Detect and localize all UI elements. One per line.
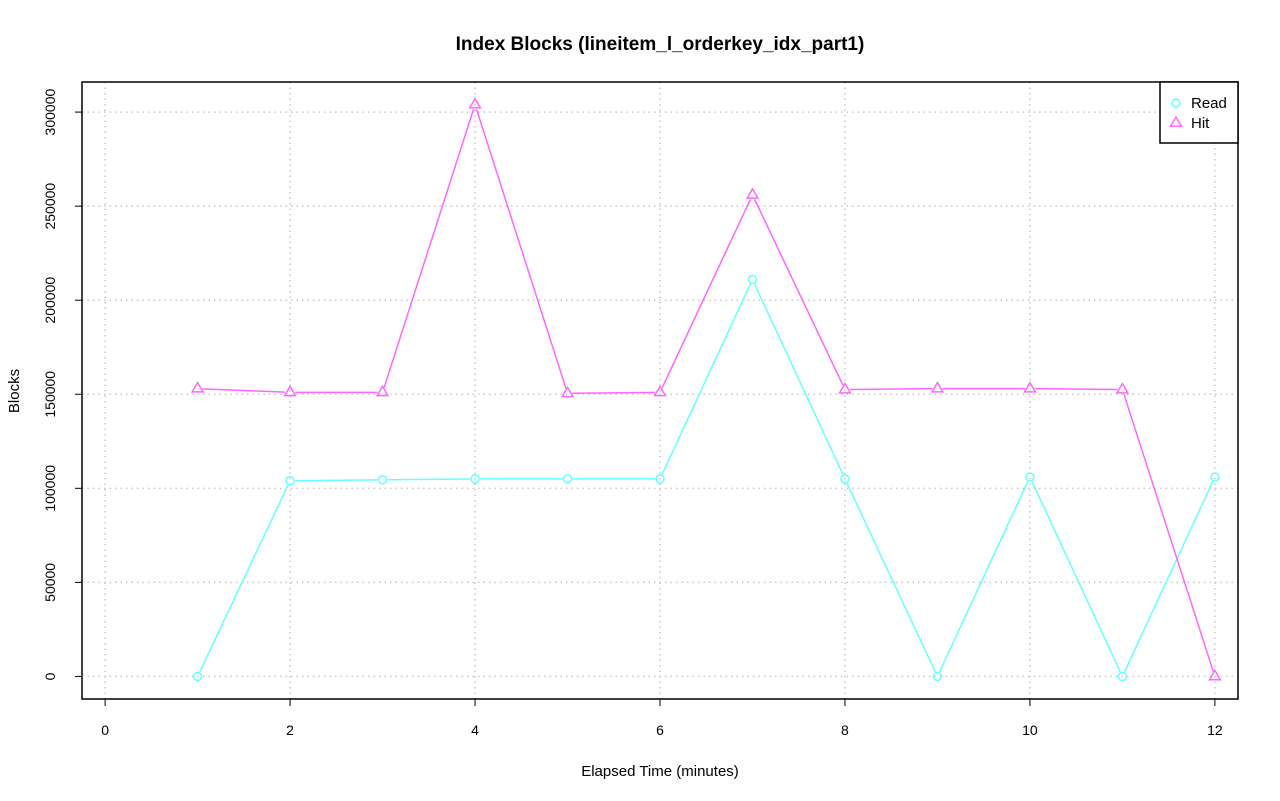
x-axis-label: Elapsed Time (minutes) <box>581 763 739 780</box>
x-tick-label: 8 <box>841 722 849 738</box>
data-point <box>470 474 480 484</box>
data-point <box>745 187 760 199</box>
series-line-segment <box>753 199 844 386</box>
chart-title: Index Blocks (lineitem_l_orderkey_idx_pa… <box>456 34 865 55</box>
series-line-segment <box>475 109 567 389</box>
data-point <box>930 381 945 393</box>
y-axis-label: Blocks <box>6 369 23 413</box>
data-point <box>655 474 665 484</box>
y-tick-label: 100000 <box>42 465 58 512</box>
y-tick-label: 150000 <box>42 371 58 418</box>
data-point <box>653 384 667 397</box>
y-tick-label: 300000 <box>42 89 58 136</box>
series-hit <box>190 97 1222 681</box>
series-layer <box>190 97 1222 682</box>
series-read <box>192 274 1220 682</box>
y-tick-label: 50000 <box>42 563 58 602</box>
data-point <box>747 274 758 285</box>
data-point <box>1115 382 1130 394</box>
series-line-segment <box>1123 481 1214 673</box>
legend: Read Hit <box>1159 81 1239 144</box>
legend-label-read: Read <box>1191 95 1227 112</box>
y-tick-label: 200000 <box>42 277 58 324</box>
series-line-segment <box>383 109 475 388</box>
legend-marker-hit <box>1169 115 1183 128</box>
series-line-segment <box>661 199 752 389</box>
axis-ticks: 0 2 4 6 8 10 12 0 50000 100000 150000 200000 250000 3… <box>42 89 1223 738</box>
series-line-segment <box>572 391 656 395</box>
data-point <box>190 381 205 393</box>
data-point <box>1025 472 1035 482</box>
data-point <box>932 671 943 682</box>
series-line-segment <box>1034 387 1118 391</box>
data-point <box>468 97 482 109</box>
series-line-segment <box>661 283 752 475</box>
data-point <box>840 474 850 484</box>
data-point <box>1208 668 1222 681</box>
data-point <box>1210 472 1220 482</box>
data-point <box>285 476 295 486</box>
series-line-segment <box>295 479 378 482</box>
data-point <box>283 384 297 397</box>
data-point <box>377 475 388 485</box>
series-line-segment <box>202 388 286 393</box>
data-point <box>192 671 203 682</box>
data-point <box>1023 381 1037 393</box>
series-line-segment <box>753 283 844 475</box>
series-line-segment <box>387 478 471 481</box>
series-line-segment <box>1123 394 1215 672</box>
data-point <box>560 385 575 398</box>
series-line-segment <box>199 484 289 673</box>
legend-marker-read <box>1171 98 1181 108</box>
data-point <box>1117 671 1128 682</box>
x-tick-label: 0 <box>101 722 109 738</box>
data-point <box>838 382 852 394</box>
grid <box>82 82 1238 699</box>
x-tick-label: 4 <box>471 722 479 738</box>
data-point <box>375 384 390 397</box>
x-tick-label: 10 <box>1022 722 1038 738</box>
series-line-segment <box>938 481 1029 673</box>
legend-label-hit: Hit <box>1191 115 1210 132</box>
y-tick-label: 0 <box>42 672 58 680</box>
series-line-segment <box>849 387 933 391</box>
y-tick-label: 250000 <box>42 183 58 230</box>
legend-box <box>1159 81 1239 144</box>
data-point <box>562 474 573 484</box>
x-tick-label: 6 <box>656 722 664 738</box>
x-tick-label: 12 <box>1207 722 1223 738</box>
x-tick-label: 2 <box>286 722 294 738</box>
series-line-segment <box>846 483 936 673</box>
series-line-segment <box>1031 481 1121 673</box>
